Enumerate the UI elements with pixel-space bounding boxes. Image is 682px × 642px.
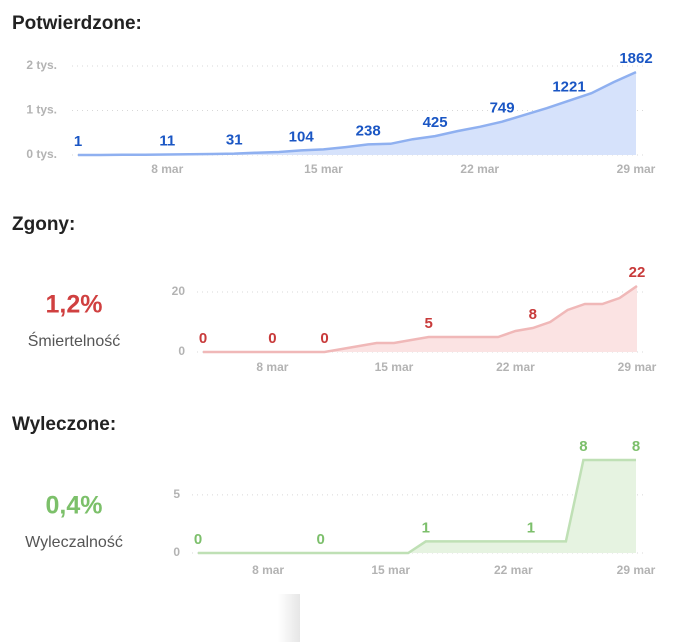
stat-label: Wyleczalność bbox=[25, 534, 123, 551]
x-tick-label: 8 mar bbox=[256, 360, 288, 374]
stat-value: 1,2% bbox=[46, 291, 103, 319]
data-label: 425 bbox=[423, 114, 448, 131]
scroll-shadow bbox=[278, 594, 300, 642]
data-label: 1 bbox=[422, 519, 430, 536]
x-tick-label: 29 mar bbox=[617, 563, 656, 577]
chart-title: Wyleczone: bbox=[12, 414, 116, 435]
data-label: 0 bbox=[199, 330, 207, 347]
x-tick-label: 15 mar bbox=[375, 360, 414, 374]
x-tick-label: 15 mar bbox=[304, 162, 343, 176]
x-tick-label: 15 mar bbox=[371, 563, 410, 577]
data-label: 8 bbox=[632, 438, 640, 455]
area-line bbox=[78, 70, 637, 157]
data-label: 8 bbox=[529, 306, 537, 323]
y-tick-label: 0 tys. bbox=[26, 147, 57, 161]
y-tick-label: 0 bbox=[178, 344, 185, 358]
stat-label: Śmiertelność bbox=[28, 331, 120, 350]
data-label: 238 bbox=[356, 122, 381, 139]
data-label: 749 bbox=[490, 100, 515, 117]
data-label: 22 bbox=[629, 264, 646, 281]
y-tick-label: 0 bbox=[173, 545, 180, 559]
data-label: 0 bbox=[194, 531, 202, 548]
x-tick-label: 29 mar bbox=[618, 360, 657, 374]
x-tick-label: 22 mar bbox=[494, 563, 533, 577]
x-tick-label: 8 mar bbox=[151, 162, 183, 176]
stat-value: 0,4% bbox=[46, 492, 103, 520]
y-tick-label: 20 bbox=[172, 284, 186, 298]
data-label: 1 bbox=[527, 519, 535, 536]
area-fill bbox=[78, 72, 636, 155]
data-label: 1221 bbox=[552, 79, 585, 96]
x-tick-label: 22 mar bbox=[460, 162, 499, 176]
data-label: 5 bbox=[425, 315, 433, 332]
data-label: 31 bbox=[226, 132, 243, 149]
data-label: 1 bbox=[74, 133, 82, 150]
area-fill bbox=[203, 286, 637, 352]
data-label: 11 bbox=[159, 132, 175, 149]
y-tick-label: 5 bbox=[173, 487, 180, 501]
chart-title: Zgony: bbox=[12, 214, 75, 235]
data-label: 0 bbox=[268, 330, 276, 347]
x-tick-label: 8 mar bbox=[252, 563, 284, 577]
data-label: 8 bbox=[579, 438, 587, 455]
chart-title: Potwierdzone: bbox=[12, 13, 142, 34]
area-fill bbox=[198, 460, 636, 553]
x-tick-label: 29 mar bbox=[617, 162, 656, 176]
data-label: 1862 bbox=[619, 50, 652, 67]
y-tick-label: 2 tys. bbox=[26, 58, 57, 72]
data-label: 0 bbox=[320, 330, 328, 347]
area-line bbox=[203, 284, 638, 354]
area-line bbox=[198, 458, 636, 555]
data-label: 104 bbox=[289, 128, 315, 145]
y-tick-label: 1 tys. bbox=[26, 103, 57, 117]
data-label: 0 bbox=[316, 531, 324, 548]
x-tick-label: 22 mar bbox=[496, 360, 535, 374]
